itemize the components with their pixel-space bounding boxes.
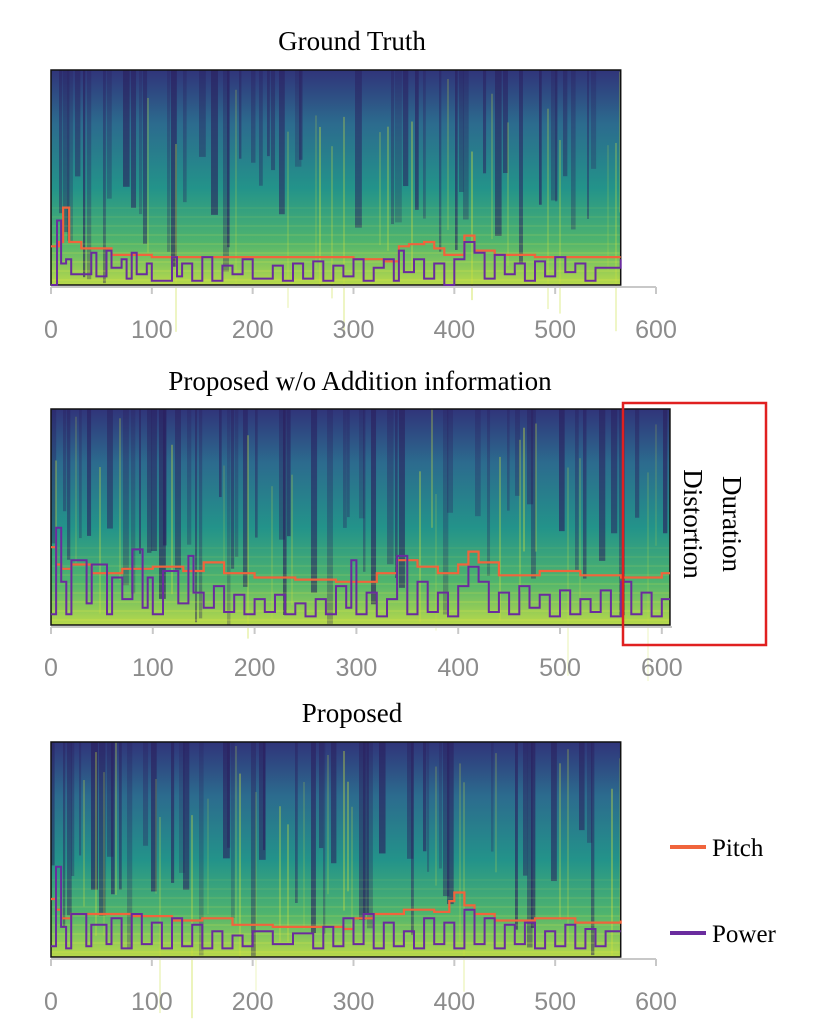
x-tick-label: 600: [635, 988, 677, 1016]
x-tick-label: 500: [534, 316, 576, 344]
x-tick-label: 100: [131, 316, 173, 344]
x-tick-label: 500: [539, 654, 581, 682]
x-axis-ticks: 0 100 200 300 400 500 600: [44, 287, 677, 344]
legend-pitch-label: Pitch: [712, 835, 764, 862]
x-axis-ticks: 0 100 200 300 400 500 600: [44, 959, 677, 1016]
x-tick-label: 300: [333, 988, 375, 1016]
panel-proposed: Proposed 0 100 200 300 400 500 600: [44, 698, 677, 1019]
series-lines: [51, 206, 622, 286]
panel-title: Ground Truth: [278, 26, 426, 56]
x-tick-label: 600: [635, 316, 677, 344]
spectrogram-frame: [50, 69, 622, 286]
power-line: [51, 526, 670, 618]
duration-distortion-annotation: Duration Distortion: [621, 401, 768, 647]
spectrogram-texture: [51, 409, 670, 682]
x-tick-label: 400: [437, 654, 479, 682]
spectrogram-texture: [51, 742, 621, 1019]
x-axis-ticks: 0 100 200 300 400 500 600: [44, 627, 683, 682]
x-tick-label: 200: [232, 316, 274, 344]
panel-title: Proposed w/o Addition information: [168, 366, 552, 396]
spectrogram-frame: [50, 408, 671, 626]
x-tick-label: 400: [433, 988, 475, 1016]
x-tick-label: 0: [44, 654, 58, 682]
x-tick-label: 600: [641, 654, 683, 682]
annotation-label-duration: Duration: [717, 476, 747, 572]
x-tick-label: 200: [234, 654, 276, 682]
series-lines: [51, 865, 622, 950]
spectrogram-area: [50, 741, 622, 1019]
spectrogram-area: [50, 69, 622, 332]
x-tick-label: 0: [44, 316, 58, 344]
x-tick-label: 300: [333, 316, 375, 344]
panel-proposed-wo-addition: Proposed w/o Addition information 0 100 20…: [44, 366, 768, 682]
legend: Pitch Power: [670, 835, 777, 948]
annotation-label-distortion: Distortion: [678, 469, 708, 579]
x-tick-label: 200: [232, 988, 274, 1016]
x-tick-label: 300: [336, 654, 378, 682]
x-tick-label: 100: [132, 654, 174, 682]
panel-title: Proposed: [302, 698, 403, 728]
x-tick-label: 0: [44, 988, 58, 1016]
annotation-box: [621, 401, 768, 647]
spectrogram-area: [50, 408, 671, 682]
power-line: [51, 219, 622, 286]
power-line: [51, 865, 621, 950]
x-tick-label: 400: [433, 316, 475, 344]
series-lines: [51, 526, 670, 618]
spectrogram-frame: [50, 741, 622, 958]
x-tick-label: 500: [534, 988, 576, 1016]
panel-ground-truth: Ground Truth 0 100 200 300 400 500 600: [44, 26, 677, 344]
x-tick-label: 100: [131, 988, 173, 1016]
spectrogram-texture: [51, 70, 621, 332]
legend-power-label: Power: [712, 921, 777, 948]
